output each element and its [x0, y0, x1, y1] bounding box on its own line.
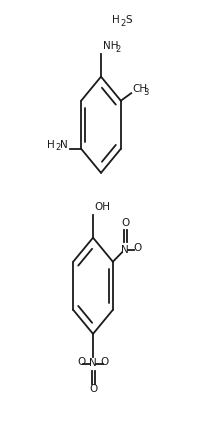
Text: CH: CH: [132, 84, 147, 94]
Text: O: O: [77, 357, 85, 367]
Text: H: H: [112, 15, 120, 25]
Text: OH: OH: [94, 202, 110, 212]
Text: O: O: [121, 218, 130, 228]
Text: 2: 2: [120, 19, 125, 29]
Text: H: H: [47, 140, 55, 149]
Text: S: S: [125, 15, 132, 25]
Text: 2: 2: [116, 45, 121, 54]
Text: 3: 3: [144, 88, 149, 97]
Text: N: N: [89, 358, 97, 368]
Text: N: N: [60, 140, 68, 149]
Text: O: O: [89, 384, 98, 394]
Text: O: O: [101, 357, 109, 367]
Text: NH: NH: [103, 41, 119, 51]
Text: 2: 2: [55, 144, 61, 152]
Text: N: N: [121, 245, 129, 255]
Text: O: O: [134, 243, 142, 253]
